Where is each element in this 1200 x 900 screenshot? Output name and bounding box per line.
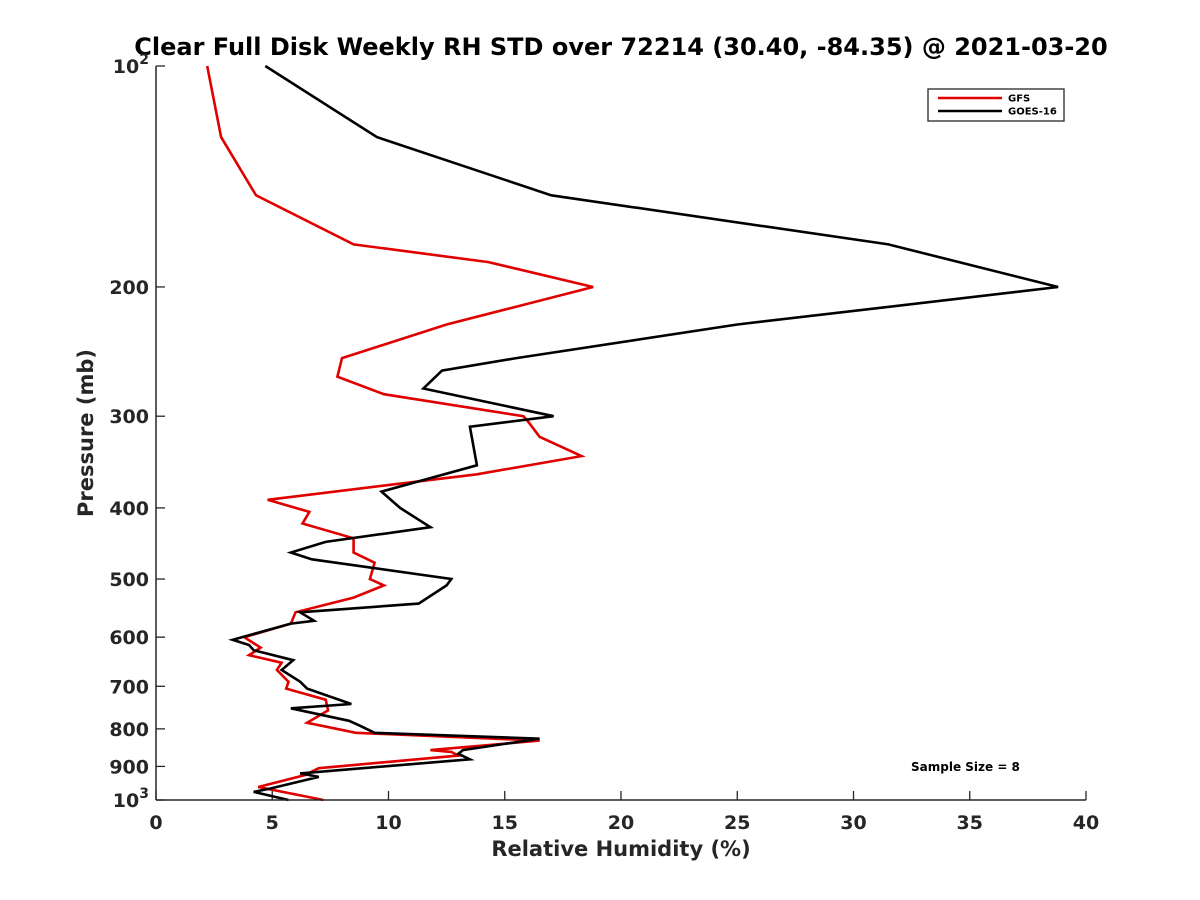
y-tick-label: 700 [109, 676, 149, 698]
x-tick-label: 30 [840, 812, 866, 834]
x-tick-label: 40 [1073, 812, 1099, 834]
series-line-goes-16 [228, 64, 1059, 802]
y-tick-exponent: 2 [139, 52, 149, 68]
y-tick-base: 10 [113, 56, 139, 78]
x-axis-label: Relative Humidity (%) [491, 837, 750, 861]
y-tick-label: 400 [109, 498, 149, 520]
y-tick-exponent: 3 [139, 786, 149, 802]
x-tick-label: 0 [149, 812, 162, 834]
x-tick-label: 25 [724, 812, 750, 834]
x-tick-label: 35 [957, 812, 983, 834]
y-tick-base: 10 [113, 790, 139, 812]
chart-title: Clear Full Disk Weekly RH STD over 72214… [134, 33, 1107, 61]
x-tick-label: 20 [608, 812, 634, 834]
y-tick-label: 800 [109, 719, 149, 741]
y-tick-label: 900 [109, 756, 149, 778]
y-tick-label: 600 [109, 627, 149, 649]
legend-gfs-label: GFS [1008, 94, 1030, 105]
y-axis-label: Pressure (mb) [74, 349, 98, 517]
y-tick-label: 103 [113, 786, 149, 812]
x-tick-label: 10 [375, 812, 401, 834]
y-tick-label: 200 [109, 277, 149, 299]
y-tick-label: 300 [109, 406, 149, 428]
series-layer [205, 64, 1059, 802]
legend-goes16-label: GOES-16 [1008, 107, 1057, 118]
x-tick-label: 5 [266, 812, 279, 834]
y-tick-label: 500 [109, 569, 149, 591]
x-axis-ticks: 0 5 10 15 20 25 30 35 40 [149, 791, 1099, 834]
legend: GFS GOES-16 [927, 88, 1065, 122]
x-tick-label: 15 [492, 812, 518, 834]
sample-size-annotation: Sample Size = 8 [911, 760, 1020, 774]
series-line-gfs [205, 65, 594, 802]
legend-box [927, 88, 1065, 122]
y-tick-label: 102 [113, 52, 149, 78]
